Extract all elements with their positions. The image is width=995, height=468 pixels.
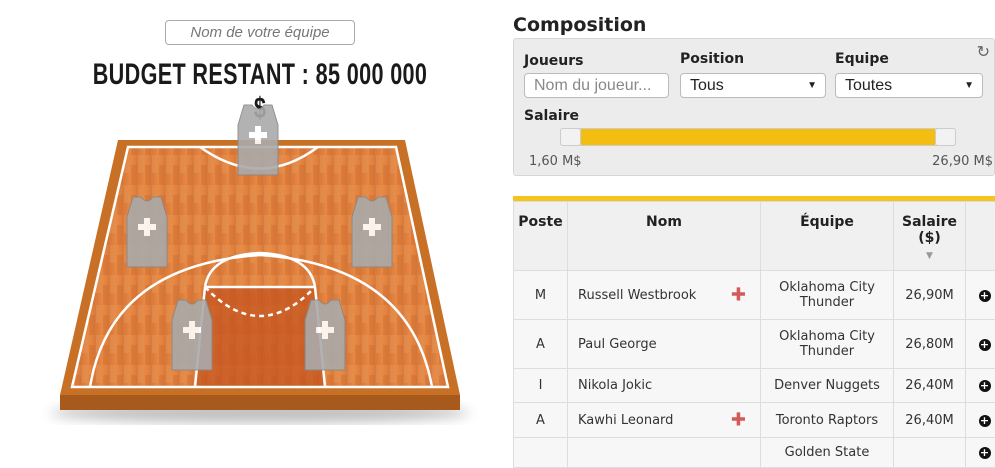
add-player-icon[interactable]: + — [979, 415, 991, 427]
add-player-icon[interactable]: + — [979, 339, 991, 351]
player-salary: 26,80M — [894, 320, 966, 369]
player-search-field[interactable] — [524, 73, 669, 98]
caret-down-icon: ▼ — [807, 74, 817, 97]
injury-cross-icon: ✚ — [731, 285, 746, 306]
header-poste[interactable]: Poste — [514, 202, 568, 271]
player-position: A — [514, 403, 568, 438]
header-equipe[interactable]: Équipe — [761, 202, 894, 271]
player-team: Golden State — [761, 438, 894, 468]
player-salary: 26,40M — [894, 403, 966, 438]
salary-max: 26,90 M$ — [932, 154, 993, 169]
table-row: A Paul George Oklahoma City Thunder 26,8… — [514, 320, 995, 369]
header-salaire[interactable]: Salaire($) ▼ — [894, 202, 966, 271]
sort-desc-icon: ▼ — [926, 251, 933, 261]
team-select[interactable]: Toutes ▼ — [835, 73, 983, 98]
player-name-cell — [568, 438, 761, 468]
salary-label: Salaire — [524, 108, 579, 124]
position-value: Tous — [690, 77, 724, 94]
player-position: I — [514, 369, 568, 403]
player-name: Paul George — [578, 337, 657, 352]
header-salaire-label: Salaire — [902, 214, 957, 230]
player-team: Oklahoma City Thunder — [761, 271, 894, 320]
player-name-cell: Paul George — [568, 320, 761, 369]
player-team: Denver Nuggets — [761, 369, 894, 403]
table-row: A Kawhi Leonard✚ Toronto Raptors 26,40M … — [514, 403, 995, 438]
table-row: Golden State + — [514, 438, 995, 468]
player-name-cell: Kawhi Leonard ✚ — [568, 403, 761, 438]
add-player-icon[interactable]: + — [979, 290, 991, 302]
player-team: Oklahoma City Thunder — [761, 320, 894, 369]
position-label: Position — [680, 51, 744, 67]
position-select[interactable]: Tous ▼ — [680, 73, 826, 98]
header-nom[interactable]: Nom — [568, 202, 761, 271]
player-team: Toronto Raptors — [761, 403, 894, 438]
player-position — [514, 438, 568, 468]
player-search-input[interactable] — [534, 77, 664, 95]
header-salaire-unit: ($) — [918, 230, 941, 246]
player-position: M — [514, 271, 568, 320]
player-salary: 26,90M — [894, 271, 966, 320]
basketball-court — [40, 95, 480, 425]
add-player-icon[interactable]: + — [979, 447, 991, 459]
injury-cross-icon: ✚ — [731, 410, 746, 431]
add-player-icon[interactable]: + — [979, 380, 991, 392]
team-name-input[interactable] — [165, 20, 355, 45]
player-name: Kawhi Leonard — [578, 413, 673, 428]
salary-range-slider[interactable] — [560, 128, 956, 146]
player-position: A — [514, 320, 568, 369]
player-salary — [894, 438, 966, 468]
filters-panel: ↻ Joueurs Position Tous▼ Equipe Toutes▼ … — [513, 38, 995, 176]
team-value: Toutes — [845, 77, 892, 94]
min-handle[interactable] — [560, 128, 581, 146]
max-handle[interactable] — [935, 128, 956, 146]
player-name-cell: Russell Westbrook ✚ — [568, 271, 761, 320]
salary-min: 1,60 M$ — [529, 154, 582, 169]
player-name-cell: Nikola Jokic — [568, 369, 761, 403]
player-salary: 26,40M — [894, 369, 966, 403]
team-label: Equipe — [835, 51, 889, 67]
table-row: M Russell Westbrook ✚ Oklahoma City Thund… — [514, 271, 995, 320]
players-label: Joueurs — [524, 53, 584, 69]
refresh-icon[interactable]: ↻ — [977, 42, 990, 61]
player-name: Nikola Jokic — [578, 378, 652, 393]
players-table: Poste Nom Équipe Salaire($) ▼ M Russell W… — [513, 201, 995, 468]
player-name: Russell Westbrook — [578, 288, 696, 303]
caret-down-icon: ▼ — [964, 74, 974, 97]
table-row: I Nikola Jokic Denver Nuggets 26,40M + — [514, 369, 995, 403]
composition-title: Composition — [513, 14, 646, 36]
